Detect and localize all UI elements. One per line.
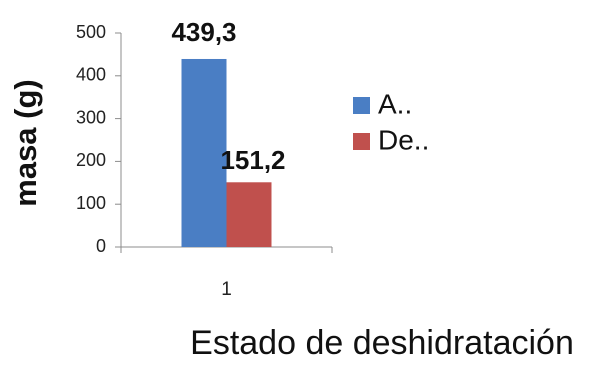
y-tick-label: 300: [76, 107, 106, 127]
legend-swatch: [353, 97, 370, 114]
y-tick-label: 100: [76, 193, 106, 213]
y-tick-label: 400: [76, 65, 106, 85]
bar-a: [181, 58, 227, 247]
data-label: 439,3: [171, 17, 236, 47]
legend-swatch: [353, 133, 370, 150]
data-label: 151,2: [220, 145, 285, 175]
y-tick-label: 0: [96, 236, 106, 256]
bar-de: [226, 182, 272, 247]
legend-label: A..: [378, 88, 412, 119]
y-axis-title: masa (g): [8, 79, 43, 206]
x-axis-title: Estado de deshidratación: [190, 324, 574, 362]
chart-marks: 0 100 200 300 400 500 1 439,3 151,2 A.. De..: [76, 17, 429, 300]
x-tick-label: 1: [221, 279, 232, 300]
y-tick-label: 500: [76, 22, 106, 42]
y-tick-label: 200: [76, 150, 106, 170]
legend-label: De..: [378, 124, 429, 155]
